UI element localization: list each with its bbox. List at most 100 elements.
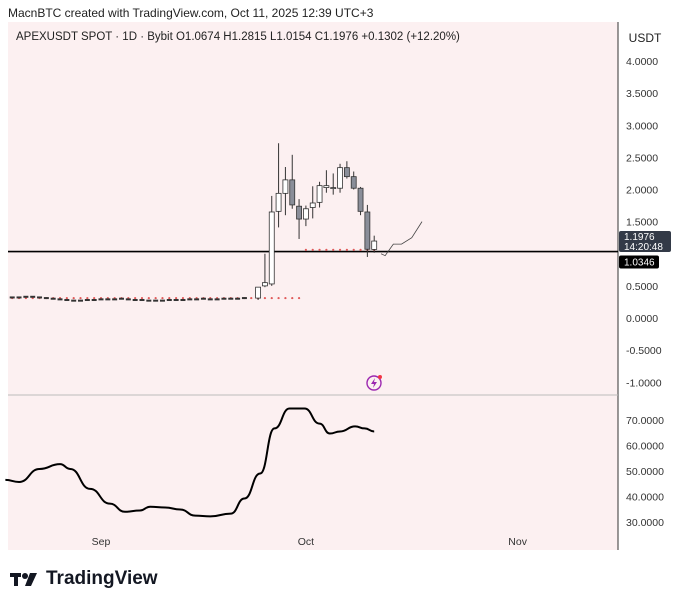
- support-dot: [168, 296, 171, 300]
- candle: [132, 299, 138, 302]
- tradingview-logo: TradingView: [10, 568, 158, 590]
- countdown-timer: 14:20:48: [624, 242, 663, 253]
- lightning-icon-circle: [366, 375, 382, 391]
- candle: [296, 205, 302, 220]
- candle: [194, 298, 200, 301]
- candle: [200, 297, 206, 300]
- candle: [337, 167, 343, 189]
- candle: [364, 211, 371, 250]
- candle: [309, 202, 316, 208]
- support-dot: [154, 296, 157, 300]
- candle: [268, 211, 275, 285]
- candle: [91, 299, 97, 302]
- support-dot: [338, 248, 342, 251]
- candle: [357, 187, 364, 212]
- support-dot: [352, 248, 355, 251]
- candle: [37, 296, 43, 299]
- support-dot: [325, 248, 328, 251]
- support-dot: [304, 248, 307, 251]
- candle: [98, 298, 104, 301]
- support-dot: [140, 296, 144, 300]
- price-tick-label: 1.5000: [626, 217, 658, 229]
- candle: [153, 299, 159, 302]
- footer-brand: TradingView: [46, 568, 158, 589]
- support-dot: [65, 296, 68, 300]
- support-dot: [175, 296, 178, 300]
- support-dot: [263, 296, 267, 300]
- candle: [323, 185, 330, 188]
- osc-tick-label: 30.0000: [626, 517, 664, 529]
- time-tick-label: Oct: [298, 536, 314, 548]
- currency-button[interactable]: USDT: [621, 27, 669, 49]
- last-price-value: 1.1976: [624, 232, 655, 243]
- candle: [350, 176, 357, 189]
- candle: [50, 297, 56, 300]
- price-tick-label: 4.0000: [626, 56, 658, 68]
- osc-tick-label: 70.0000: [626, 415, 664, 427]
- support-dot: [311, 248, 314, 251]
- osc-tick-label: 60.0000: [626, 441, 664, 453]
- support-dot: [270, 296, 273, 300]
- price-tick-label: 3.0000: [626, 120, 658, 132]
- price-tick-label: 2.5000: [626, 152, 658, 164]
- support-dot: [134, 296, 137, 300]
- level-price-value: 1.0346: [624, 258, 655, 269]
- candle: [187, 298, 193, 301]
- candle: [316, 185, 323, 203]
- candle: [214, 298, 220, 301]
- support-dot: [161, 296, 164, 300]
- candle: [343, 167, 350, 178]
- projection-path: [380, 221, 423, 257]
- tv-logo-icon: [10, 573, 37, 586]
- candle: [228, 297, 234, 300]
- chart-credit: MacnBTC created with TradingView.com, Oc…: [8, 6, 374, 20]
- candle: [371, 240, 378, 250]
- candle: [255, 286, 261, 299]
- support-dot: [318, 248, 321, 251]
- support-dot: [181, 296, 185, 300]
- level-price-label: [619, 255, 659, 269]
- candle: [330, 187, 337, 189]
- candle: [275, 192, 282, 212]
- candle: [221, 297, 227, 300]
- support-dot: [291, 296, 294, 300]
- candle: [241, 297, 247, 300]
- support-dot: [277, 296, 280, 300]
- price-tick-label: -1.0000: [626, 377, 662, 389]
- support-dot: [284, 296, 287, 300]
- price-tick-label: 2.0000: [626, 185, 658, 197]
- candle: [78, 299, 84, 302]
- time-tick-label: Nov: [508, 536, 527, 548]
- support-dot: [86, 296, 89, 300]
- candle: [166, 299, 172, 302]
- candle: [57, 298, 63, 301]
- candle: [139, 299, 145, 302]
- support-dot: [93, 296, 96, 300]
- candle: [118, 297, 124, 300]
- support-dot: [79, 296, 82, 300]
- support-dot: [147, 296, 150, 300]
- candle: [173, 299, 179, 302]
- support-dot: [332, 248, 335, 251]
- last-price-label: [619, 231, 671, 253]
- support-dot: [72, 296, 75, 300]
- candle: [112, 298, 118, 301]
- oscillator-line: [5, 407, 375, 518]
- symbol-legend: APEXUSDT SPOT · 1D · Bybit O1.0674 H1.28…: [16, 31, 460, 43]
- osc-tick-label: 50.0000: [626, 466, 664, 478]
- candle: [302, 208, 309, 220]
- support-dot: [345, 248, 348, 251]
- candle: [262, 282, 268, 287]
- lightning-bolt: [371, 378, 377, 388]
- candle: [207, 298, 213, 301]
- candle: [146, 299, 152, 302]
- candle: [16, 296, 22, 299]
- lightning-icon: [366, 375, 382, 391]
- candle: [105, 298, 111, 301]
- price-tick-label: 0.5000: [626, 281, 658, 293]
- price-tick-label: 0.0000: [626, 313, 658, 325]
- candle: [23, 295, 29, 298]
- support-dot: [359, 248, 362, 251]
- candle: [64, 299, 70, 302]
